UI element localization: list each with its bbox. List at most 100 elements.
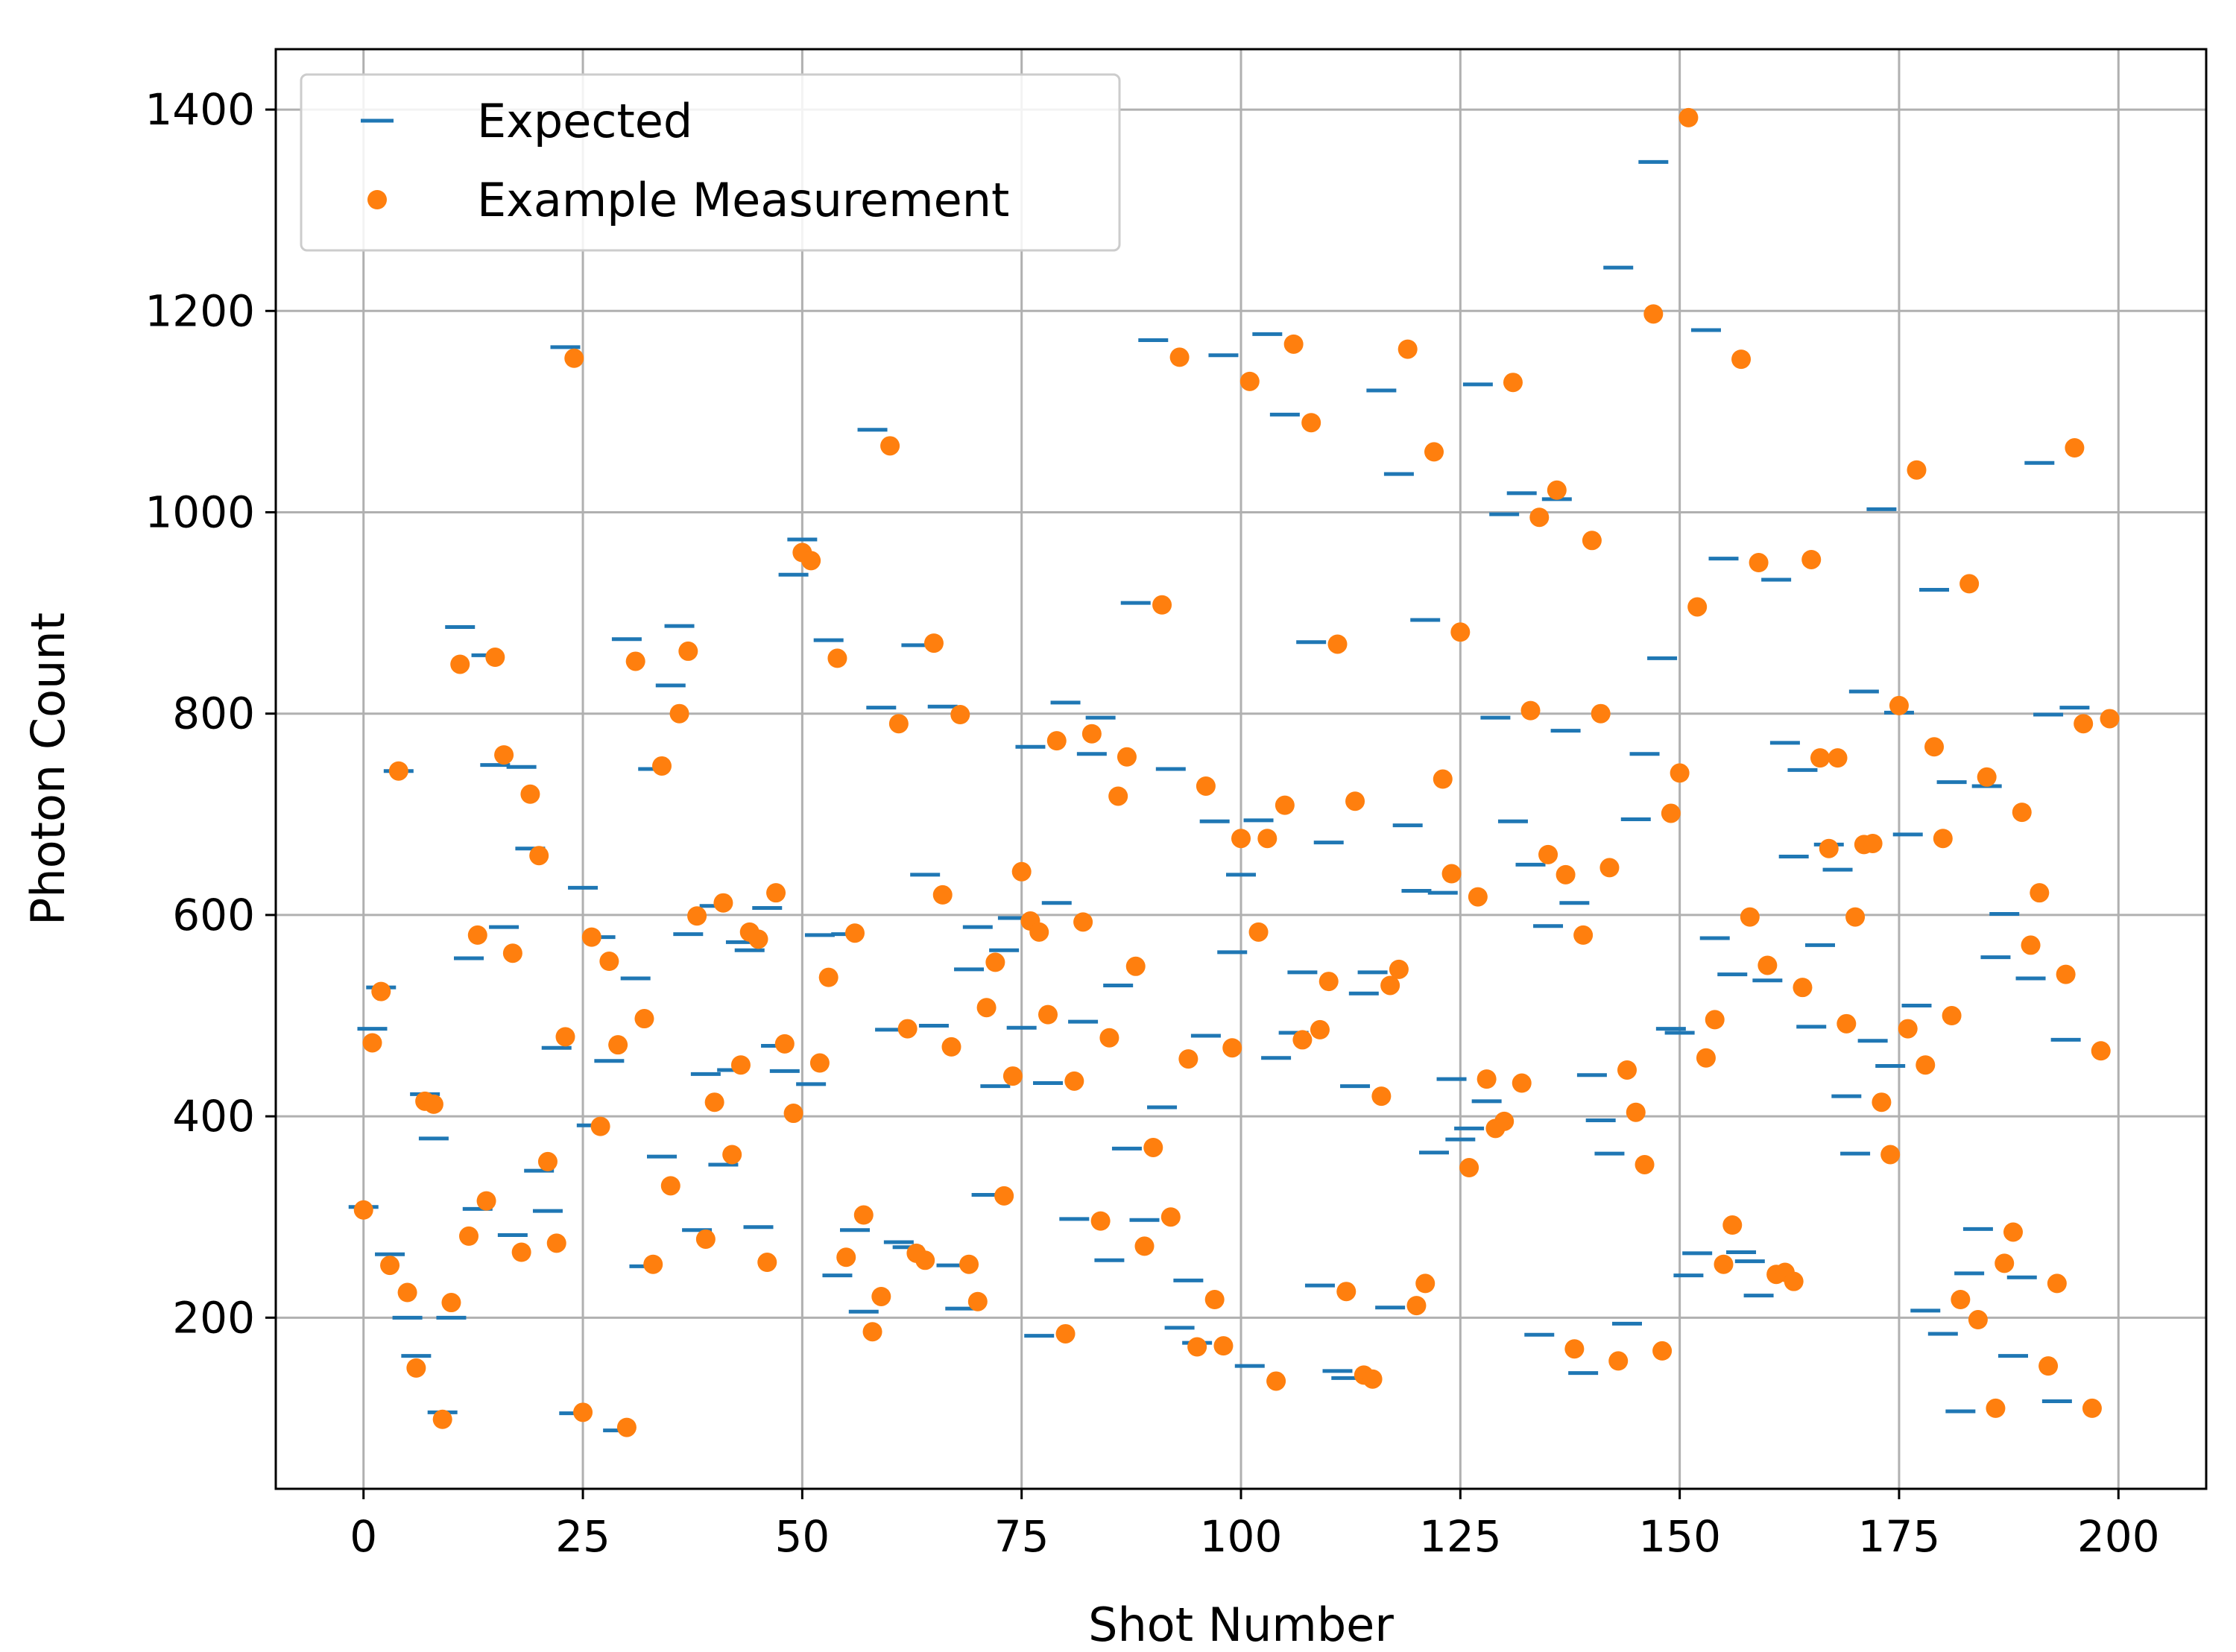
x-tick-label: 75 (994, 1511, 1049, 1562)
measurement-point (353, 1200, 373, 1220)
measurement-point (520, 784, 540, 804)
measurement-point (1398, 339, 1418, 359)
measurement-point (950, 705, 970, 725)
x-tick-label: 25 (555, 1511, 610, 1562)
measurement-point (2047, 1273, 2067, 1294)
measurement-point (888, 714, 909, 734)
measurement-point (748, 929, 768, 949)
measurement-point (1564, 1339, 1585, 1359)
measurement-point (1362, 1369, 1383, 1389)
measurement-point (774, 1034, 795, 1054)
measurement-point (687, 906, 707, 926)
measurement-point (1705, 1010, 1725, 1030)
measurement-point (967, 1291, 988, 1311)
measurement-point (1301, 413, 1321, 433)
measurement-point (897, 1019, 918, 1039)
measurement-point (511, 1242, 531, 1262)
measurement-point (371, 981, 391, 1001)
measurement-point (476, 1191, 496, 1211)
measurement-point (1678, 107, 1699, 127)
measurement-point (1231, 829, 1251, 849)
measurement-point (2021, 935, 2041, 955)
measurement-point (1108, 786, 1128, 806)
measurement-point (985, 952, 1005, 972)
measurement-point (1959, 574, 1980, 594)
measurement-point (1512, 1073, 1532, 1093)
measurement-point (660, 1176, 680, 1196)
measurement-point (669, 703, 689, 724)
measurement-point (2038, 1356, 2059, 1376)
grid (276, 49, 2206, 1489)
measurement-point (827, 648, 847, 668)
measurement-point (564, 348, 584, 368)
measurement-point (994, 1186, 1014, 1206)
measurement-point (1793, 978, 1813, 998)
measurement-point (502, 943, 522, 963)
measurement-point (1389, 959, 1409, 979)
measurement-point (652, 756, 672, 776)
measurement-point (1977, 767, 1997, 787)
measurement-point (1696, 1048, 1716, 1068)
y-tick-label: 1400 (145, 84, 255, 135)
measurement-point (959, 1254, 979, 1274)
measurement-point (1907, 460, 1927, 480)
measurement-point (1055, 1323, 1076, 1344)
measurement-point (380, 1256, 400, 1276)
measurement-point (546, 1233, 566, 1253)
measurement-point (1345, 791, 1365, 811)
measurement-point (862, 1322, 882, 1342)
x-tick-label: 0 (350, 1511, 377, 1562)
measurement-point (1898, 1019, 1918, 1039)
y-tick-label: 600 (172, 890, 255, 940)
measurement-point (871, 1286, 891, 1306)
x-axis-label: Shot Number (1088, 1598, 1394, 1652)
measurement-series (353, 107, 2120, 1437)
measurement-point (1951, 1290, 1971, 1310)
measurement-point (1064, 1071, 1084, 1091)
y-axis-label: Photon Count (21, 613, 75, 925)
measurement-point (1318, 972, 1339, 992)
y-tick-label: 1200 (145, 285, 255, 336)
measurement-point (2074, 714, 2094, 734)
measurement-point (1310, 1019, 1330, 1039)
measurement-point (1204, 1290, 1225, 1310)
measurement-point (1099, 1028, 1119, 1048)
measurement-point (880, 436, 900, 456)
measurement-point (1995, 1253, 2015, 1273)
measurement-point (1073, 912, 1093, 932)
measurement-point (1880, 1145, 1901, 1165)
measurement-point (1837, 1013, 1857, 1034)
measurement-point (616, 1417, 637, 1437)
measurement-point (1169, 347, 1190, 367)
measurement-point (1801, 549, 1822, 569)
measurement-point (643, 1254, 663, 1274)
measurement-point (1450, 622, 1471, 642)
measurement-point (362, 1033, 382, 1053)
measurement-point (1433, 769, 1453, 789)
measurement-point (1415, 1273, 1436, 1294)
measurement-point (397, 1282, 417, 1303)
legend-expected-label: Expected (477, 94, 692, 148)
measurement-point (1749, 553, 1769, 573)
legend-measurement-marker (367, 190, 387, 209)
measurement-point (1863, 833, 1883, 853)
measurement-point (1002, 1066, 1023, 1086)
measurement-point (1942, 1006, 1962, 1026)
measurement-point (1257, 829, 1278, 849)
y-tick-label: 800 (172, 689, 255, 739)
measurement-point (845, 923, 865, 943)
measurement-point (801, 551, 821, 571)
measurement-point (1494, 1111, 1515, 1131)
measurement-point (1573, 925, 1594, 945)
measurement-point (450, 654, 470, 674)
measurement-point (608, 1035, 628, 1055)
measurement-point (1872, 1092, 1892, 1113)
measurement-point (459, 1226, 479, 1246)
y-tick-label: 400 (172, 1091, 255, 1142)
measurement-point (590, 1116, 610, 1136)
measurement-point (388, 761, 408, 781)
measurement-point (713, 893, 733, 913)
measurement-point (1714, 1254, 1734, 1274)
measurement-point (818, 967, 838, 987)
